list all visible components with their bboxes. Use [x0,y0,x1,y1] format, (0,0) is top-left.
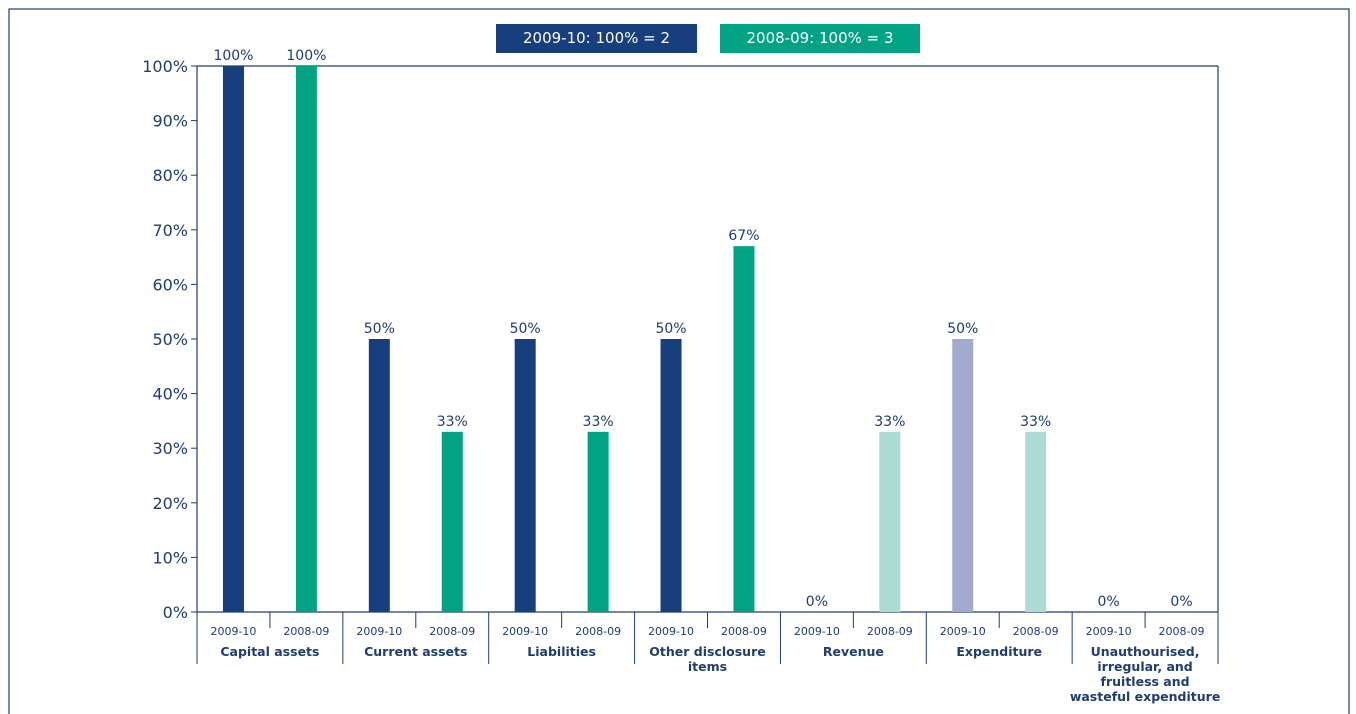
x-period-label: 2009-10 [356,625,402,638]
x-period-label: 2009-10 [210,625,256,638]
x-period-label: 2009-10 [648,625,694,638]
x-group-label: irregular, and [1097,659,1192,674]
x-period-label: 2008-09 [283,625,329,638]
x-period-label: 2009-10 [794,625,840,638]
bar [441,431,463,612]
x-group-label: Capital assets [220,644,319,659]
x-group-label: Liabilities [527,644,596,659]
x-group-label: fruitless and [1101,674,1190,689]
x-group-label: Current assets [364,644,467,659]
data-label: 0% [1097,594,1119,610]
y-tick-label: 100% [142,57,188,76]
data-label: 50% [510,321,541,337]
x-period-label: 2008-09 [721,625,767,638]
x-period-label: 2008-09 [575,625,621,638]
x-period-label: 2009-10 [940,625,986,638]
bar [733,246,755,612]
legend-item-2009-10: 2009-10: 100% = 2 [496,24,697,53]
y-tick-label: 50% [152,330,188,349]
y-tick-label: 0% [163,603,188,622]
y-tick-label: 60% [152,275,188,294]
data-label: 50% [364,321,395,337]
data-label: 0% [1170,594,1192,610]
y-tick-label: 10% [152,548,188,567]
bar [514,339,536,612]
x-period-label: 2008-09 [867,625,913,638]
y-tick-label: 30% [152,439,188,458]
data-label: 33% [437,414,468,430]
bar [1025,431,1047,612]
x-group-label: Expenditure [956,644,1042,659]
x-period-label: 2008-09 [429,625,475,638]
data-label: 33% [1020,414,1051,430]
legend-item-2008-09: 2008-09: 100% = 3 [720,24,920,53]
x-period-label: 2009-10 [1086,625,1132,638]
data-label: 33% [583,414,614,430]
bar [660,339,682,612]
x-period-label: 2008-09 [1159,625,1205,638]
x-group-label: items [688,659,727,674]
bar [222,66,244,612]
x-period-label: 2008-09 [1013,625,1059,638]
bar [952,339,974,612]
y-tick-label: 70% [152,221,188,240]
bar [879,431,901,612]
bar-chart: 0% 10% 20% 30% 40% 50% 60% 70% 80% 90% 100% 100% 200… [142,48,1220,704]
x-group-label: wasteful expenditure [1070,689,1220,704]
data-label: 50% [655,321,686,337]
y-tick-label: 40% [152,385,188,404]
data-label: 100% [213,48,253,64]
bar [295,66,317,612]
bar [368,339,390,612]
data-label: 50% [947,321,978,337]
data-label: 100% [286,48,326,64]
x-group-label: Revenue [823,644,884,659]
x-group-label: Other disclosure [649,644,765,659]
data-label: 0% [806,594,828,610]
y-tick-label: 90% [152,112,188,131]
y-tick-label: 20% [152,494,188,513]
x-period-label: 2009-10 [502,625,548,638]
x-group-label: Unauthourised, [1091,644,1200,659]
y-tick-label: 80% [152,166,188,185]
data-label: 33% [874,414,905,430]
bar [587,431,609,612]
data-label: 67% [728,228,759,244]
